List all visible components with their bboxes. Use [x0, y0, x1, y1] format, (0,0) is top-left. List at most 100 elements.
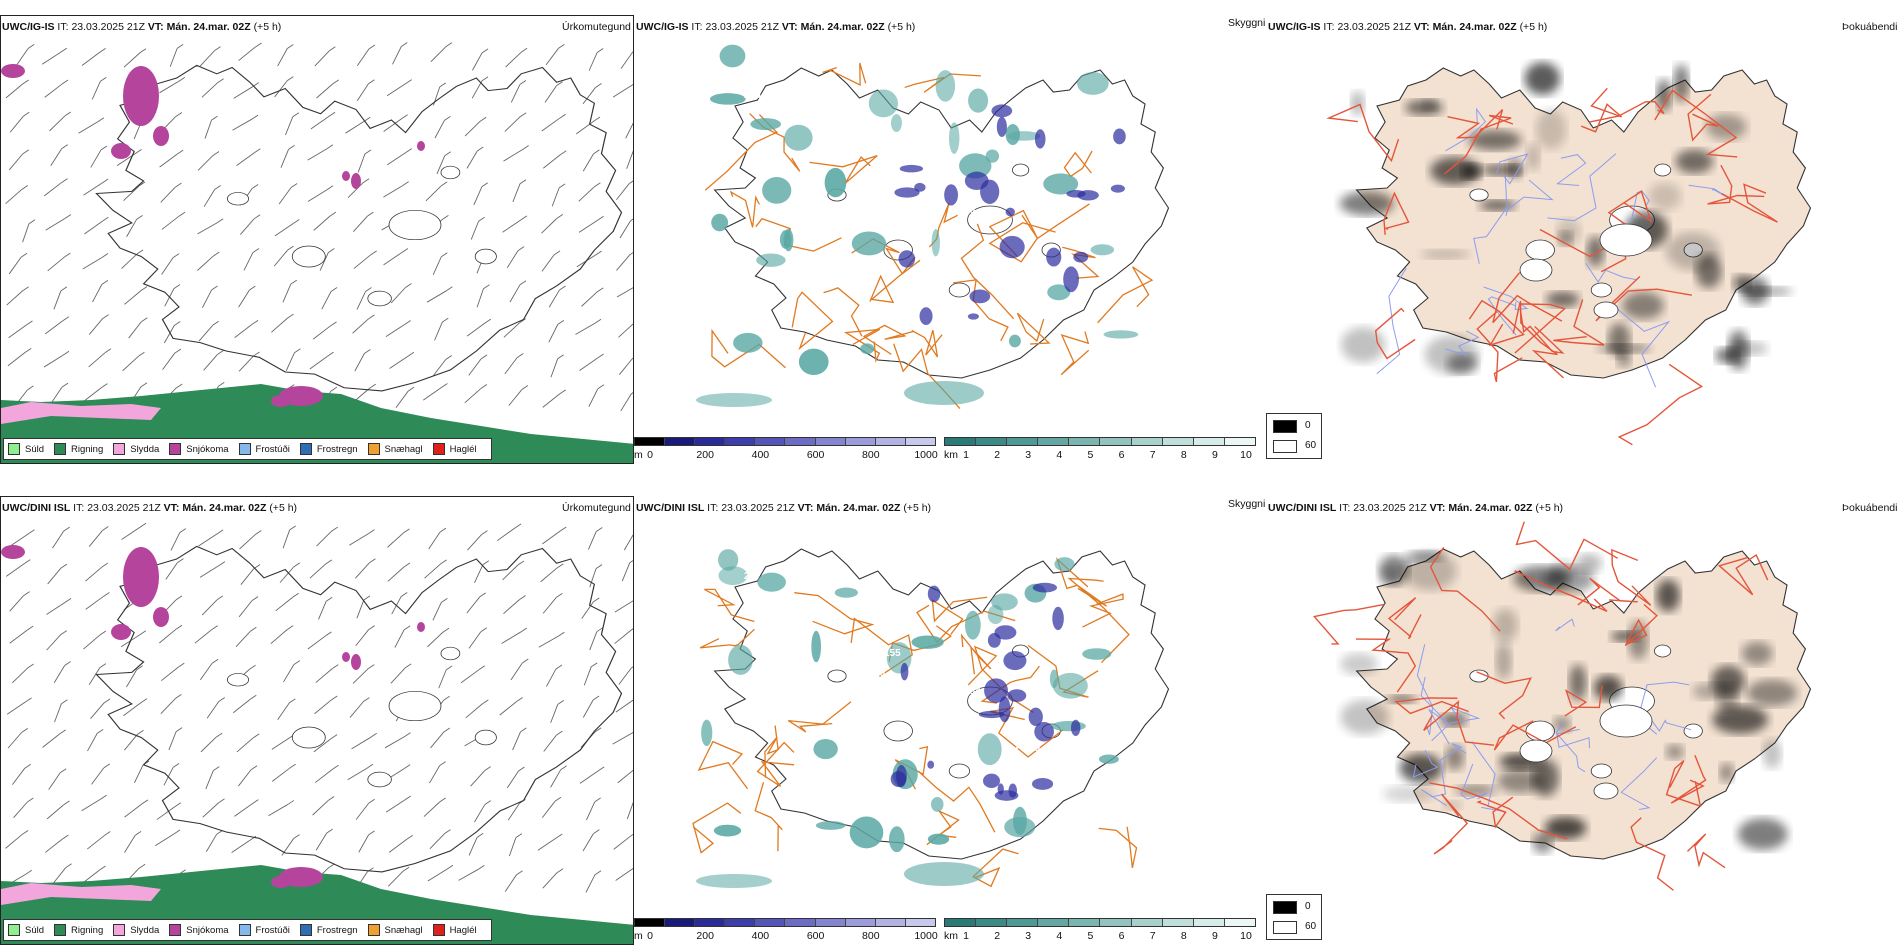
road — [972, 848, 1019, 888]
wind-barb — [309, 355, 328, 370]
wind-barb — [124, 803, 143, 818]
river — [1547, 153, 1617, 222]
wind-barb — [81, 52, 100, 66]
glacier — [1654, 644, 1672, 658]
wind-barb-flag — [27, 663, 34, 669]
low-visibility-area — [701, 719, 713, 747]
wind-barb-flag — [326, 144, 334, 150]
wind-barb-flag — [325, 559, 333, 565]
wind-barb — [550, 769, 561, 788]
fog-indicator-area — [1461, 163, 1482, 180]
colorbar-unit: km — [944, 930, 958, 942]
colorbar-segment — [905, 919, 935, 926]
coastline — [713, 67, 1170, 379]
wind-barb — [542, 393, 561, 408]
fog-indicator-area — [1526, 143, 1540, 171]
wind-barb — [471, 80, 483, 99]
fog-indicator-area — [1739, 286, 1793, 296]
wind-barb — [310, 115, 330, 130]
wind-barb — [589, 631, 598, 651]
wind-barb — [46, 634, 62, 651]
wind-barb-flag — [483, 284, 490, 290]
road — [843, 328, 881, 363]
wind-barb — [84, 220, 103, 235]
wind-barb — [90, 702, 105, 719]
wind-barb-flag — [214, 46, 221, 52]
river — [1556, 154, 1587, 186]
wind-barb — [88, 667, 101, 686]
wind-barb-flag — [140, 382, 148, 388]
wind-barb-flag — [288, 145, 295, 150]
wind-barb — [49, 115, 66, 132]
colorbar-segment — [695, 438, 726, 445]
road — [1060, 331, 1090, 376]
wind-barb-flag — [368, 664, 375, 669]
wind-barb — [458, 868, 479, 881]
precip-legend-item: Súld — [8, 443, 44, 455]
wind-barb — [432, 256, 442, 275]
wind-barb-flag — [22, 149, 29, 155]
wind-barb-flag — [477, 146, 484, 152]
wind-barb — [429, 765, 441, 784]
wind-barb — [236, 737, 254, 753]
wind-barb-flag — [522, 145, 529, 150]
wind-barb — [83, 182, 103, 196]
road — [1423, 700, 1495, 746]
road — [1097, 266, 1154, 324]
wind-barb-flag — [252, 799, 259, 805]
wind-barb-flag — [216, 595, 224, 601]
wind-barb-flag — [330, 321, 337, 327]
colorbar-segment — [875, 919, 906, 926]
road — [1429, 782, 1568, 840]
wind-barb — [351, 736, 371, 750]
fog-indicator-area — [1648, 182, 1682, 211]
fog-indicator-area — [1741, 641, 1773, 666]
road — [1443, 114, 1514, 175]
colorbar-tick: 600 — [806, 449, 825, 461]
wind-barb-flag — [367, 211, 374, 217]
fog-indicator-area — [1513, 565, 1569, 592]
vis-panel-row1: 285 96 94 132 117 124 12 — [634, 15, 1266, 464]
road — [1519, 308, 1565, 354]
wind-barb-flag — [481, 48, 489, 54]
wind-barb-flag — [368, 625, 375, 630]
road — [1717, 553, 1769, 596]
colorbar-tick: 2 — [994, 930, 1001, 942]
colorbar-tick: 800 — [862, 930, 880, 942]
wind-barb — [238, 46, 256, 61]
iceland-coastline — [95, 545, 623, 873]
wind-barb-flag — [482, 560, 490, 566]
road — [1686, 833, 1726, 869]
fog-panel-row2 — [1266, 496, 1900, 945]
low-ceiling-area — [900, 662, 909, 681]
colorbar-segment — [1131, 438, 1163, 445]
wind-barb — [430, 46, 447, 62]
wind-barb-flag — [211, 285, 218, 291]
wind-barb-flag — [596, 527, 603, 532]
colorbar-segment — [815, 919, 846, 926]
wind-barb-flag — [515, 833, 523, 839]
fog-legend-row2: 0 60 — [1266, 894, 1322, 940]
road — [1098, 826, 1138, 869]
wind-barb — [579, 770, 599, 784]
wind-barb-flag — [175, 383, 183, 389]
wind-barb — [274, 80, 288, 98]
river — [1460, 763, 1488, 800]
fog-legend-row1: 0 60 — [1266, 413, 1322, 459]
legend-swatch — [238, 924, 251, 936]
header-precip-row2: UWC/DINI ISL IT: 23.03.2025 21Z VT: Mán.… — [2, 502, 298, 514]
wind-barb-flag — [134, 831, 142, 836]
wind-barb — [582, 87, 596, 105]
wind-barb — [352, 668, 369, 684]
wind-barb-flag — [329, 46, 336, 52]
fog-indicator-area — [1380, 567, 1401, 586]
legend-swatch — [113, 924, 126, 936]
road — [1589, 100, 1665, 123]
wind-barb — [122, 355, 139, 372]
wind-barb — [612, 84, 633, 98]
low-ceiling-area — [980, 179, 1000, 204]
wind-barb-flag — [103, 592, 110, 597]
colorbar-segment — [815, 438, 846, 445]
wind-barb — [123, 52, 141, 68]
wind-barb — [44, 83, 63, 98]
